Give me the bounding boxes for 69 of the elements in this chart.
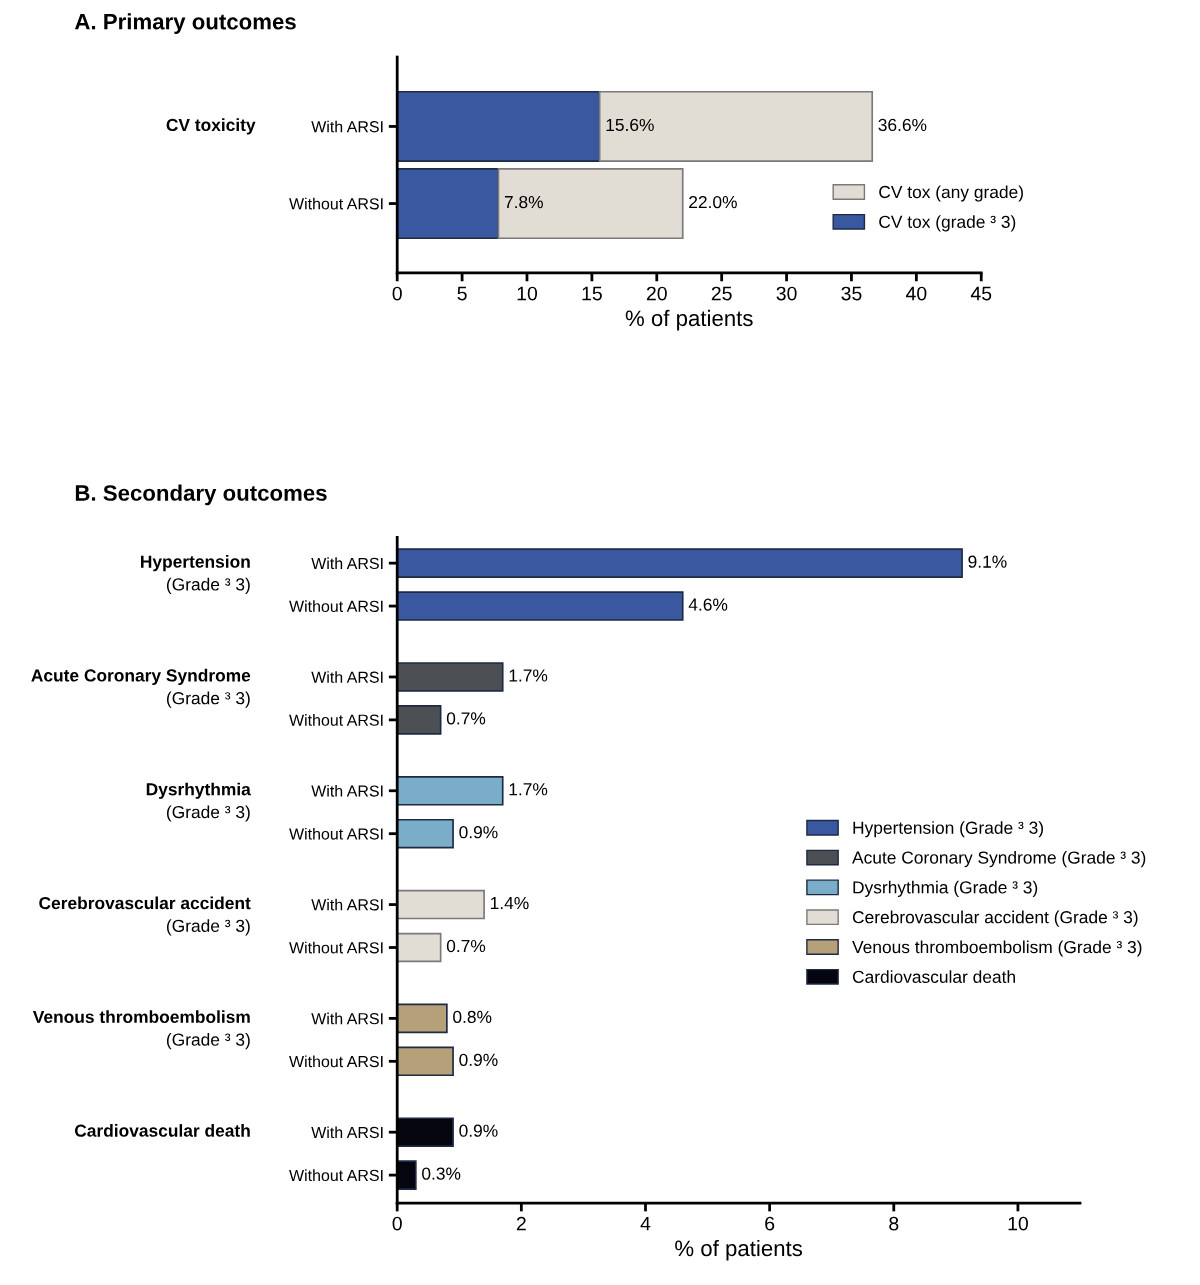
x-tick-label: 8	[889, 1216, 899, 1231]
text: CV toxicity	[166, 118, 256, 135]
text: Dysrhythmia (Grade ³ 3)	[146, 782, 251, 822]
data-label: 0.7%	[446, 712, 486, 725]
legend-label: CV tox (any grade)	[879, 185, 1023, 202]
data-label: 0.3%	[422, 1167, 461, 1180]
y-tick-label: With ARSI	[311, 1126, 383, 1139]
legend-label: Cerebrovascular accident (Grade ³ 3)	[852, 910, 1138, 927]
total-label: 22.0%	[689, 195, 737, 209]
x-axis-title: % of patients	[625, 309, 753, 331]
legend-label: Acute Coronary Syndrome (Grade ³ 3)	[852, 850, 1146, 868]
data-label: 1.7%	[509, 669, 548, 682]
y-tick-label: Without ARSI	[289, 941, 383, 954]
x-tick-label: 5	[457, 286, 467, 301]
legend-label: Hypertension (Grade ³ 3)	[853, 821, 1043, 838]
x-tick-label: 15	[582, 286, 602, 301]
x-tick-label: 4	[640, 1216, 651, 1231]
y-tick-label: With ARSI	[311, 557, 383, 570]
data-label: 9.1%	[968, 555, 1007, 568]
bar	[497, 168, 684, 240]
y-tick-label: With ARSI	[311, 671, 383, 683]
data-label: 0.8%	[453, 1010, 492, 1024]
data-label: 7.8%	[504, 195, 543, 209]
text: Acute Coronary Syndrome (Grade ³ 3)	[31, 668, 251, 708]
text: Hypertension (Grade ³ 3)	[141, 555, 250, 594]
text: A. Primary outcomes	[74, 13, 296, 34]
y-tick-label: Without ARSI	[289, 197, 383, 210]
bar	[397, 168, 500, 240]
x-tick-label: 40	[905, 286, 927, 301]
text: Cardiovascular death	[74, 1124, 250, 1137]
legend-label: Venous thromboembolism (Grade ³ 3)	[852, 940, 1142, 957]
y-tick-label: Without ARSI	[289, 600, 383, 613]
x-tick-label: 10	[517, 286, 538, 301]
x-tick-label: 45	[970, 286, 992, 301]
x-tick-label: 6	[765, 1216, 775, 1231]
x-axis-title: % of patients	[675, 1239, 803, 1261]
total-label: 36.6%	[878, 118, 927, 132]
y-tick-label: With ARSI	[311, 120, 383, 133]
y-tick-label: With ARSI	[311, 1012, 383, 1025]
x-tick-label: 2	[516, 1216, 526, 1231]
legend-label: CV tox (grade ³ 3)	[879, 215, 1016, 232]
data-label: 1.7%	[509, 783, 548, 796]
y-tick-label: Without ARSI	[289, 827, 383, 840]
text: Venous thromboembolism (Grade ³ 3)	[32, 1010, 250, 1050]
data-label: 0.9%	[459, 826, 498, 839]
y-tick-label: Without ARSI	[289, 714, 383, 726]
data-label: 1.4%	[490, 897, 529, 910]
x-tick-label: 0	[392, 286, 402, 301]
x-tick-label: 25	[711, 286, 732, 301]
bar	[598, 90, 874, 162]
y-tick-label: With ARSI	[311, 784, 383, 797]
legend-label: Cardiovascular death	[852, 970, 1015, 983]
data-label: 15.6%	[606, 118, 654, 132]
bar	[397, 90, 601, 162]
legend-label: Dysrhythmia (Grade ³ 3)	[853, 880, 1038, 897]
data-label: 4.6%	[688, 598, 728, 611]
x-tick-label: 35	[841, 286, 862, 301]
data-label: 0.9%	[459, 1124, 498, 1137]
x-tick-label: 20	[646, 286, 667, 301]
x-tick-label: 0	[392, 1216, 402, 1231]
data-label: 0.9%	[459, 1053, 498, 1066]
y-tick-label: With ARSI	[311, 898, 383, 911]
y-tick-label: Without ARSI	[289, 1169, 383, 1182]
text: Cerebrovascular accident (Grade ³ 3)	[39, 896, 251, 936]
y-tick-label: Without ARSI	[289, 1055, 383, 1068]
text: B. Secondary outcomes	[75, 484, 327, 506]
data-label: 0.7%	[446, 939, 486, 953]
x-tick-label: 10	[1008, 1216, 1028, 1231]
x-tick-label: 30	[776, 286, 797, 301]
